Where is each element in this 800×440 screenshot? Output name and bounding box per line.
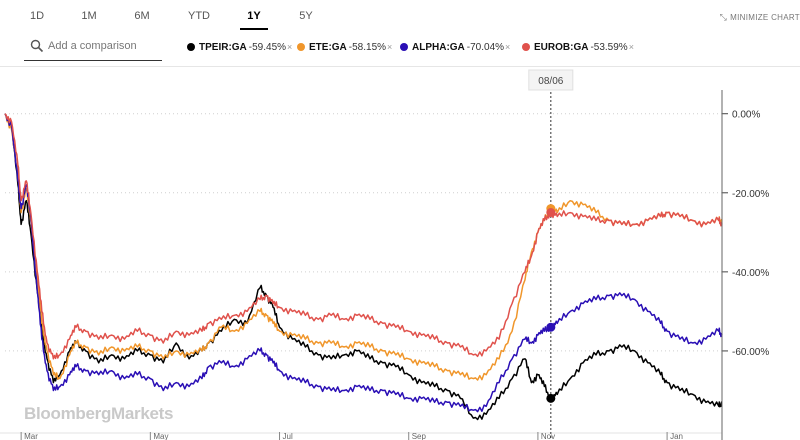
series-line-eurob[interactable] [4,113,723,360]
crosshair: 08/06 [528,69,574,440]
y-tick-label: 0.00% [732,110,760,121]
x-tick-label: May [153,432,168,440]
legend-item-eurob: EUROB:GA -53.59%× [522,42,634,53]
crosshair-date-label: 08/06 [538,76,563,87]
range-1d-button[interactable]: 1D [29,10,45,22]
x-tick-label: Nov [541,432,555,440]
legend-change: -58.15% [348,42,387,53]
range-5y-button[interactable]: 5Y [299,10,313,22]
remove-series-icon[interactable]: × [505,42,511,52]
remove-series-icon[interactable]: × [628,42,634,52]
x-tick-label: Jul [283,432,293,440]
search-icon [30,39,44,53]
minimize-chart-button[interactable]: ⤡ MINIMIZE CHART [720,12,800,23]
legend-ticker: EUROB:GA [534,42,589,53]
minimize-chart-label: MINIMIZE CHART [730,13,800,22]
crosshair-point-alpha [546,322,556,332]
crosshair-point-eurob [546,208,556,218]
x-tick-label: Jan [670,432,683,440]
series-line-tpeir[interactable] [4,113,723,421]
remove-series-icon[interactable]: × [387,42,393,52]
range-1y-button[interactable]: 1Y [247,10,261,22]
series-lines [4,113,723,421]
range-ytd-button[interactable]: YTD [188,10,210,22]
legend-change: -53.59% [590,42,628,53]
x-tick-label: Sep [412,432,427,440]
legend-ticker: TPEIR:GA [199,42,247,53]
legend-change: -59.45% [248,42,287,53]
y-axis: 0.00% -20.00% -40.00% -60.00% [721,90,769,440]
bloomberg-watermark: BloombergMarkets [24,404,174,423]
comparison-search[interactable] [24,36,162,61]
legend-change: -70.04% [466,42,505,53]
remove-series-icon[interactable]: × [287,42,293,52]
x-tick-label: Mar [24,432,38,440]
crosshair-point-tpeir [546,393,556,403]
range-selector: 1D 1M 6M YTD 1Y 5Y ⤡ MINIMIZE CHART [0,0,800,34]
crosshair-date-flag [528,69,574,91]
range-6m-button[interactable]: 6M [134,10,150,22]
active-range-underline [240,28,268,30]
y-tick-label: -60.00% [732,347,769,358]
minimize-icon: ⤡ [719,12,728,22]
y-tick-label: -20.00% [732,189,769,200]
legend-dot [187,43,195,51]
legend-dot [297,43,305,51]
legend-ticker: ALPHA:GA [412,42,465,53]
legend-item-ete: ETE:GA -58.15%× [297,42,392,53]
series-line-ete[interactable] [4,113,723,381]
x-axis: Mar May Jul Sep Nov Jan [0,432,722,440]
legend-item-alpha: ALPHA:GA -70.04%× [400,42,510,53]
series-line-alpha[interactable] [4,113,723,413]
legend-dot [522,43,530,51]
legend-item-tpeir: TPEIR:GA -59.45%× [187,42,292,53]
range-1m-button[interactable]: 1M [81,10,97,22]
legend-ticker: ETE:GA [309,42,347,53]
header-divider [0,66,800,67]
legend-dot [400,43,408,51]
y-tick-label: -40.00% [732,268,769,279]
comparison-search-input[interactable] [48,38,158,54]
